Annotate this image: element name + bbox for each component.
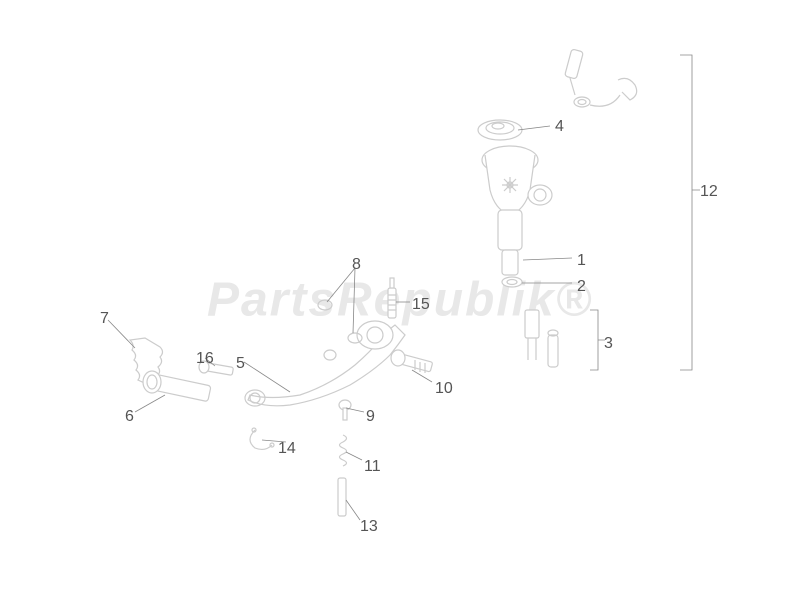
exploded-diagram (0, 0, 800, 600)
callout-12: 12 (700, 183, 718, 201)
callout-7: 7 (100, 310, 109, 328)
callout-9: 9 (366, 408, 375, 426)
screw-9 (339, 400, 351, 420)
callout-15: 15 (412, 296, 430, 314)
callout-8: 8 (352, 256, 361, 274)
callout-10: 10 (435, 380, 453, 398)
callout-16: 16 (196, 350, 214, 368)
washer-2 (502, 277, 522, 287)
spring-11 (340, 435, 347, 466)
master-cylinder (482, 146, 552, 275)
callout-13: 13 (360, 518, 378, 536)
callout-1: 1 (577, 252, 586, 270)
callout-11: 11 (364, 458, 381, 476)
callout-5: 5 (236, 355, 245, 373)
o-ring-8a (318, 300, 332, 310)
circlip-14 (250, 430, 272, 449)
hose-fittings (565, 49, 637, 107)
reservoir-cap (478, 120, 522, 140)
callout-4: 4 (555, 118, 564, 136)
callout-14: 14 (278, 440, 296, 458)
callout-6: 6 (125, 408, 134, 426)
brake-lever (245, 321, 405, 406)
pivot-bolt (391, 350, 433, 373)
brake-switch (388, 278, 396, 318)
callout-3: 3 (604, 335, 613, 353)
fitting-3 (525, 310, 558, 367)
pin-13 (338, 478, 346, 516)
callout-2: 2 (577, 278, 586, 296)
pivot-pin (143, 371, 211, 402)
